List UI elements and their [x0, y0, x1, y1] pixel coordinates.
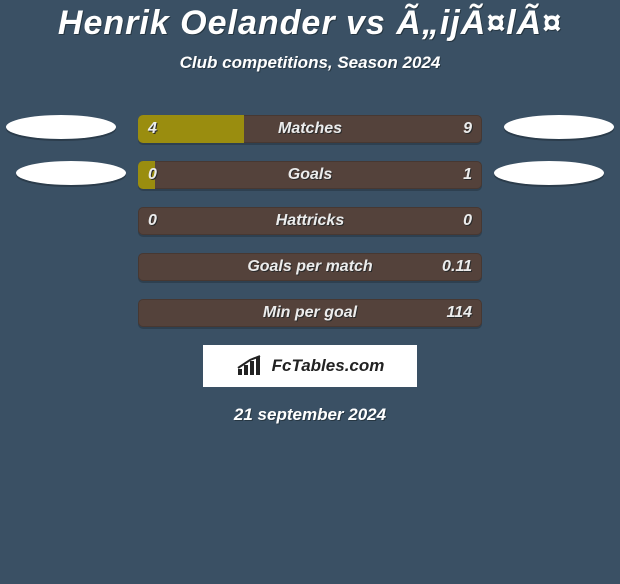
bar-track: 114Min per goal [138, 299, 482, 327]
bar-track: 00Hattricks [138, 207, 482, 235]
stat-row: 0.11Goals per match [0, 253, 620, 283]
bar-track: 01Goals [138, 161, 482, 189]
stat-row: 49Matches [0, 115, 620, 145]
stat-label: Goals per match [138, 253, 482, 281]
player-photo-right [494, 161, 604, 185]
bar-track: 0.11Goals per match [138, 253, 482, 281]
stat-row: 114Min per goal [0, 299, 620, 329]
stat-label: Goals [138, 161, 482, 189]
comparison-card: Henrik Oelander vs Ã„ijÃ¤lÃ¤ Club compet… [0, 4, 620, 425]
stat-label: Hattricks [138, 207, 482, 235]
stat-label: Matches [138, 115, 482, 143]
player-photo-left [6, 115, 116, 139]
stat-row: 01Goals [0, 161, 620, 191]
brand-text: FcTables.com [272, 356, 385, 376]
bars-container: 49Matches 01Goals 00Hattricks 0.11Goals per… [0, 115, 620, 329]
page-subtitle: Club competitions, Season 2024 [0, 53, 620, 73]
page-title: Henrik Oelander vs Ã„ijÃ¤lÃ¤ [0, 4, 620, 43]
stat-row: 00Hattricks [0, 207, 620, 237]
bar-chart-icon [236, 355, 264, 377]
stat-label: Min per goal [138, 299, 482, 327]
bar-track: 49Matches [138, 115, 482, 143]
brand-badge[interactable]: FcTables.com [203, 345, 417, 387]
player-photo-left [16, 161, 126, 185]
player-photo-right [504, 115, 614, 139]
date-text: 21 september 2024 [0, 405, 620, 425]
